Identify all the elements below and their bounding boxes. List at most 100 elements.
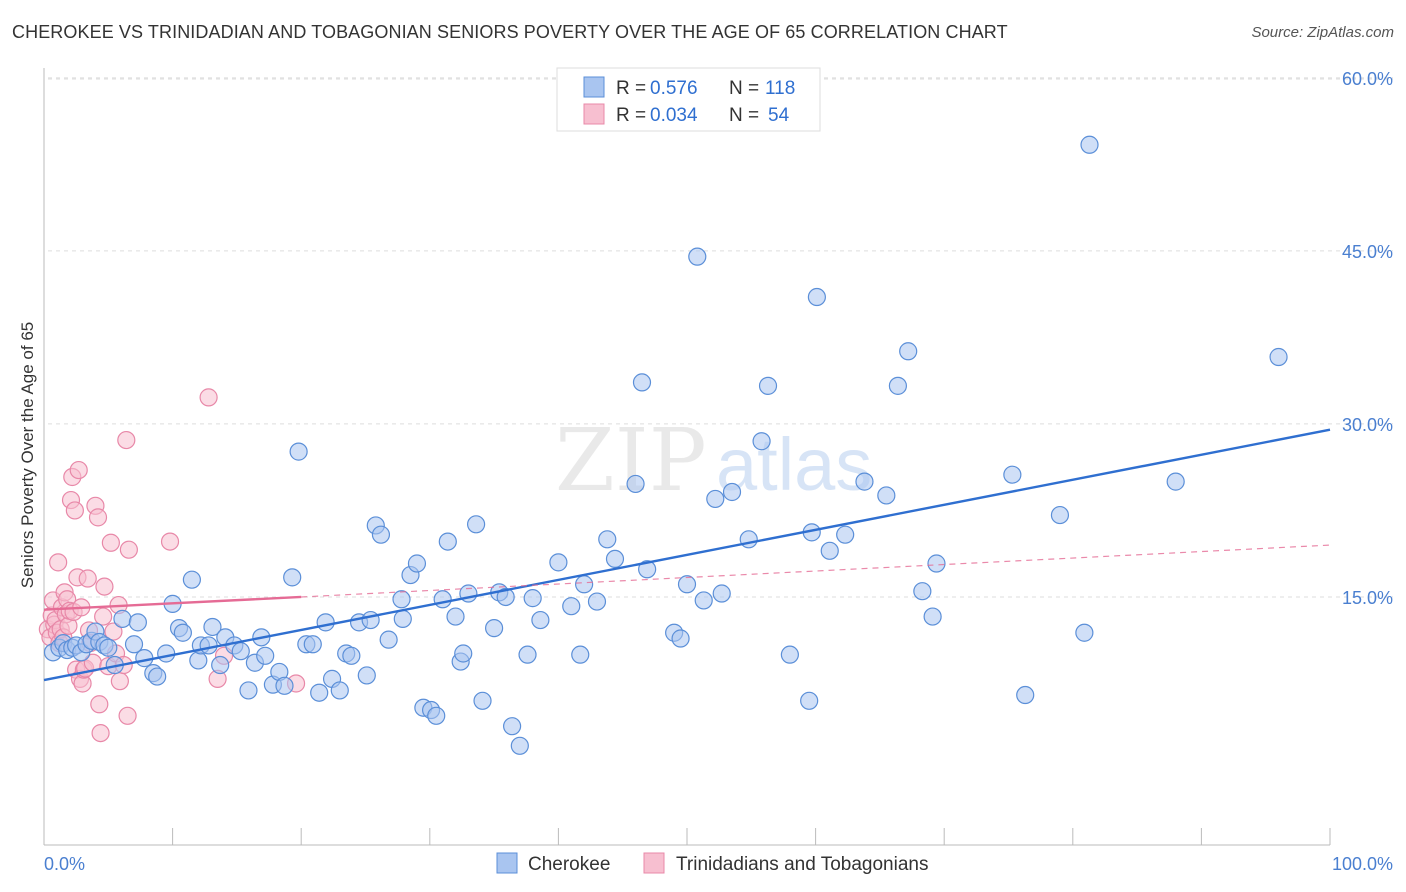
data-point <box>182 570 201 589</box>
data-point <box>379 630 398 649</box>
data-point <box>99 638 118 657</box>
data-point <box>78 569 97 588</box>
data-point <box>523 589 542 608</box>
data-point <box>923 607 942 626</box>
data-point <box>119 540 138 559</box>
cherokee-n-value: 118 <box>765 78 795 99</box>
data-point <box>283 568 302 587</box>
data-point <box>605 549 625 569</box>
trend-lines <box>43 428 1331 682</box>
data-point <box>485 619 504 638</box>
data-point <box>211 655 230 675</box>
trini-n-label: N = <box>729 105 759 126</box>
cherokee-r-label: R = <box>616 78 646 99</box>
data-point <box>855 472 874 491</box>
data-point <box>118 706 137 725</box>
data-point <box>393 609 412 628</box>
data-point <box>1080 135 1099 154</box>
data-point <box>571 645 590 664</box>
y-axis-tick-labels: 15.0% 30.0% 45.0% 60.0% <box>1342 69 1393 608</box>
watermark: ZIP atlas <box>555 411 872 511</box>
data-point <box>454 644 473 663</box>
data-point <box>496 587 515 607</box>
data-point <box>1016 685 1035 705</box>
data-point <box>357 666 376 685</box>
data-point <box>722 482 742 502</box>
data-point <box>820 541 839 560</box>
data-point <box>69 460 88 480</box>
data-point <box>148 667 167 686</box>
data-point <box>739 530 758 549</box>
y-tick-label: 60.0% <box>1342 69 1393 89</box>
data-point <box>807 287 826 307</box>
data-point <box>342 646 361 665</box>
data-point <box>1050 505 1070 525</box>
legend-cherokee-swatch <box>496 852 518 874</box>
cherokee-n-label: N = <box>729 78 759 99</box>
trini-trend-line-extension <box>301 544 1331 598</box>
data-point <box>671 629 690 648</box>
data-point <box>758 376 778 395</box>
data-point <box>433 590 452 609</box>
data-point <box>836 525 855 544</box>
data-point <box>239 681 258 700</box>
data-point <box>117 430 136 450</box>
x-tick-label-min: 0.0% <box>44 854 85 874</box>
x-tick-label-max: 100.0% <box>1332 854 1393 874</box>
data-point <box>1269 347 1288 367</box>
trini-r-value: 0.034 <box>650 105 698 126</box>
data-point <box>510 736 529 755</box>
data-point <box>438 532 457 551</box>
data-point <box>677 575 697 594</box>
data-point <box>160 532 180 551</box>
data-point <box>632 373 652 392</box>
data-point <box>688 247 707 266</box>
data-point <box>392 590 411 609</box>
data-point <box>91 723 110 743</box>
data-point <box>289 442 308 461</box>
data-point <box>199 388 218 407</box>
data-point <box>562 597 581 616</box>
y-axis-title: Seniors Poverty Over the Age of 65 <box>18 322 37 588</box>
data-point <box>518 645 537 664</box>
data-point <box>913 582 932 601</box>
data-point <box>65 501 84 520</box>
data-point <box>752 432 771 451</box>
trini-r-label: R = <box>616 105 646 126</box>
data-point <box>531 610 550 630</box>
data-point <box>473 691 492 710</box>
data-point <box>157 644 176 663</box>
data-point <box>1003 465 1022 484</box>
chart-title: CHEROKEE VS TRINIDADIAN AND TOBAGONIAN S… <box>12 22 1008 42</box>
data-point <box>173 623 192 642</box>
data-point <box>231 642 250 661</box>
y-tick-label: 15.0% <box>1342 588 1393 608</box>
data-point <box>275 676 294 695</box>
data-point <box>706 489 725 509</box>
watermark-zip: ZIP <box>555 411 707 511</box>
data-point <box>90 695 109 714</box>
legend-trini-label: Trinidadians and Tobagonians <box>676 854 928 875</box>
cherokee-swatch <box>583 76 605 98</box>
data-point <box>446 607 465 626</box>
legend-cherokee-label: Cherokee <box>528 854 610 875</box>
stats-legend: R = 0.576 N = 118 R = 0.034 N = 54 <box>556 67 821 132</box>
data-point <box>199 636 218 655</box>
data-point <box>316 613 335 632</box>
data-point <box>877 486 896 505</box>
chart-source: Source: ZipAtlas.com <box>1251 24 1394 41</box>
cherokee-r-value: 0.576 <box>650 78 698 99</box>
data-point <box>638 560 657 579</box>
data-point <box>598 530 617 549</box>
data-point <box>310 683 329 702</box>
data-point <box>575 575 594 594</box>
series-legend: Cherokee Trinidadians and Tobagonians <box>496 852 928 875</box>
data-point <box>124 635 144 654</box>
data-point <box>587 592 607 611</box>
watermark-atlas: atlas <box>716 423 872 506</box>
trini-n-value: 54 <box>768 105 790 126</box>
data-point <box>88 508 108 527</box>
data-point <box>1075 623 1094 642</box>
legend-trini-swatch <box>643 852 665 874</box>
